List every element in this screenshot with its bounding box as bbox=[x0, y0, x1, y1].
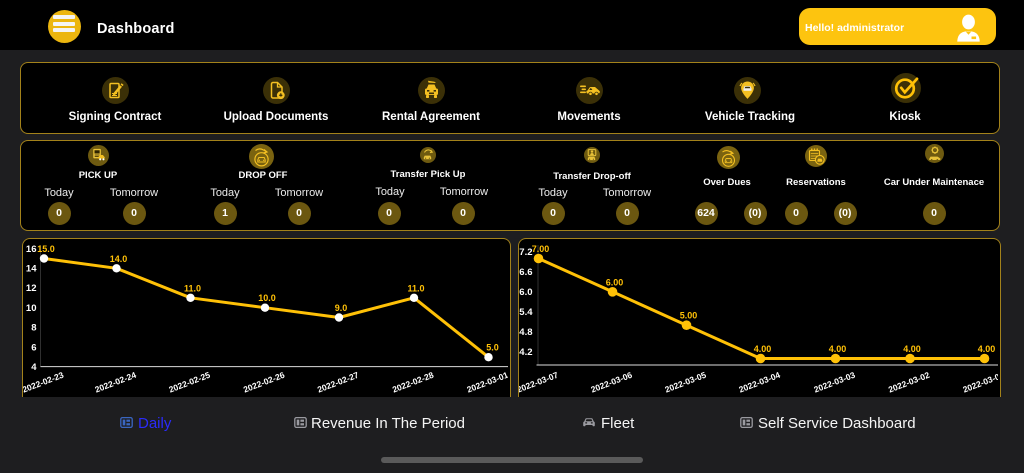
svg-text:12: 12 bbox=[26, 283, 37, 294]
svg-text:6.00: 6.00 bbox=[606, 277, 624, 287]
svg-text:2022-02-25: 2022-02-25 bbox=[167, 370, 211, 395]
svg-text:2022-02-28: 2022-02-28 bbox=[391, 370, 435, 395]
svg-text:15.0: 15.0 bbox=[37, 244, 55, 254]
svg-text:4.00: 4.00 bbox=[978, 344, 996, 354]
svg-text:11.0: 11.0 bbox=[407, 283, 424, 293]
svg-text:10: 10 bbox=[26, 303, 37, 314]
svg-text:4: 4 bbox=[31, 362, 37, 373]
svg-text:10.0: 10.0 bbox=[258, 293, 276, 303]
svg-text:2022-02-24: 2022-02-24 bbox=[93, 370, 137, 395]
svg-text:4.00: 4.00 bbox=[754, 344, 772, 354]
svg-text:4.00: 4.00 bbox=[829, 344, 847, 354]
svg-text:14.0: 14.0 bbox=[110, 254, 128, 264]
svg-text:5.4: 5.4 bbox=[519, 307, 533, 318]
svg-text:2022-02-26: 2022-02-26 bbox=[242, 370, 286, 395]
svg-text:14: 14 bbox=[26, 264, 37, 275]
svg-text:2022-03-02: 2022-03-02 bbox=[887, 370, 931, 395]
svg-text:2022-03-01: 2022-03-01 bbox=[465, 370, 508, 395]
svg-text:8: 8 bbox=[31, 323, 36, 334]
svg-text:2022-03-07: 2022-03-07 bbox=[519, 370, 560, 395]
svg-text:2022-03-04: 2022-03-04 bbox=[737, 370, 781, 395]
svg-text:6.0: 6.0 bbox=[519, 287, 532, 298]
svg-text:2022-03-03: 2022-03-03 bbox=[812, 370, 856, 395]
svg-text:16: 16 bbox=[26, 244, 37, 255]
svg-text:2022-03-01: 2022-03-01 bbox=[961, 370, 998, 395]
svg-text:11.0: 11.0 bbox=[184, 283, 201, 293]
svg-text:4.2: 4.2 bbox=[519, 347, 532, 358]
svg-text:4.8: 4.8 bbox=[519, 327, 532, 338]
svg-text:2022-03-05: 2022-03-05 bbox=[663, 370, 707, 395]
svg-text:2022-03-06: 2022-03-06 bbox=[589, 370, 633, 395]
svg-text:7.2: 7.2 bbox=[519, 247, 532, 258]
svg-text:2022-02-27: 2022-02-27 bbox=[316, 370, 360, 395]
svg-text:7.00: 7.00 bbox=[532, 244, 550, 254]
svg-text:6.6: 6.6 bbox=[519, 267, 532, 278]
svg-text:4.00: 4.00 bbox=[903, 344, 921, 354]
svg-text:5.0: 5.0 bbox=[486, 343, 499, 353]
svg-text:5.00: 5.00 bbox=[680, 311, 698, 321]
svg-text:2022-02-23: 2022-02-23 bbox=[23, 370, 65, 395]
svg-text:9.0: 9.0 bbox=[335, 303, 348, 313]
svg-text:6: 6 bbox=[31, 342, 36, 353]
